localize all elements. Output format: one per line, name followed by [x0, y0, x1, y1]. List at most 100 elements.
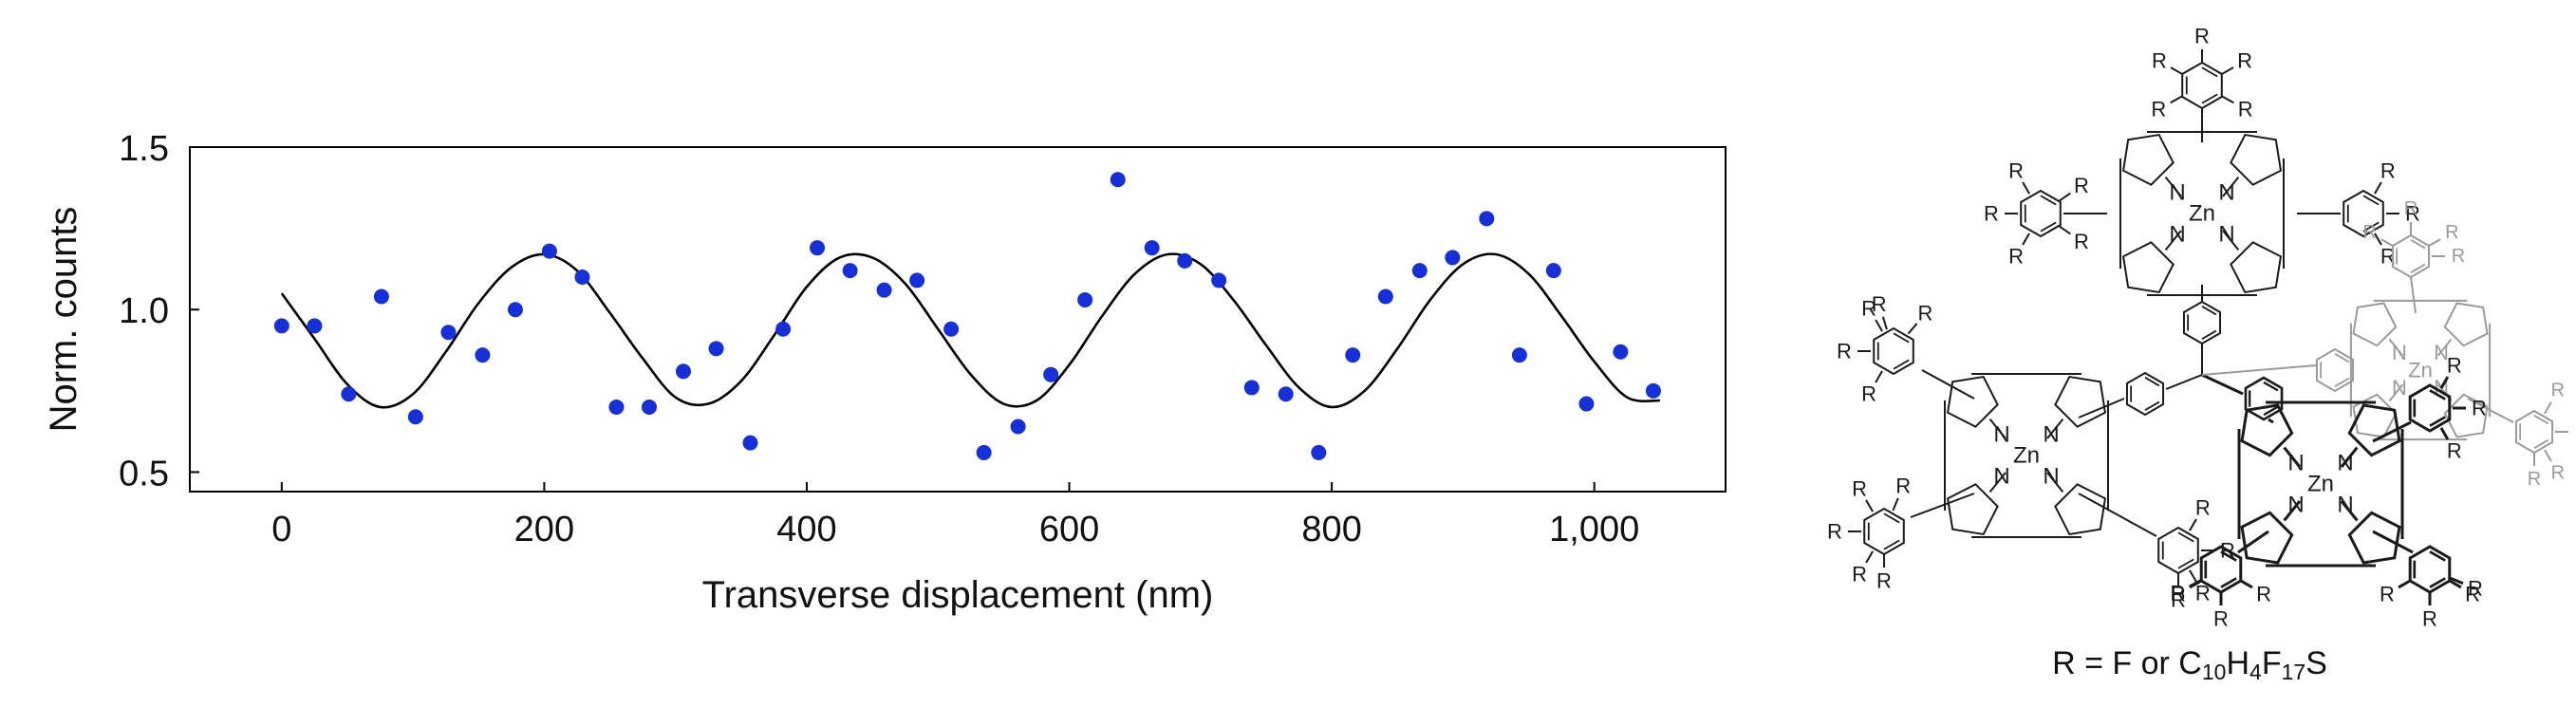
data-point: [475, 347, 491, 363]
aryl-ring-inner-bond: [2429, 416, 2446, 427]
substituent-r-label: R: [2405, 202, 2420, 226]
substituent-caption: R = F or C10H4F17S: [2052, 645, 2327, 684]
data-point: [1645, 382, 1661, 399]
substituent-r-label: R: [1876, 569, 1892, 593]
substituent-r-label: R: [1852, 476, 1867, 500]
substituent-bond: [2221, 95, 2234, 104]
aryl-link-rear: [2201, 364, 2317, 376]
data-point: [507, 302, 523, 318]
substituent-bond: [2022, 181, 2030, 195]
aryl-ring-inner-bond: [2177, 558, 2194, 569]
nitrogen-atom-label: N: [2169, 180, 2185, 206]
substituent-r-label: R: [2445, 222, 2458, 243]
substituent-r-label: R: [2237, 49, 2252, 73]
zn-n-bond: [2164, 230, 2182, 251]
substituent-r-label: R: [2362, 222, 2376, 243]
pyrrole-ring: [2121, 133, 2175, 186]
data-point: [1578, 396, 1595, 412]
pyrrole-ring: [2240, 511, 2294, 565]
y-tick-label: 1.5: [119, 129, 169, 169]
substituent-bond: [1875, 370, 1883, 383]
substituent-r-label: R: [2171, 588, 2186, 612]
substituent-bond: [1892, 497, 1899, 512]
aryl-ring-inner-bond: [1893, 332, 1910, 344]
x-tick-label: 800: [1301, 510, 1361, 549]
pyrrole-ring: [1946, 483, 1999, 536]
substituent-bond: [2188, 579, 2202, 588]
aryl-ring: [2391, 233, 2431, 279]
aryl-link: [2078, 398, 2125, 419]
substituent-r-label: R: [2452, 246, 2465, 267]
aryl-ring-inner-bond: [2429, 577, 2446, 588]
substituent-r-label: R: [2170, 581, 2185, 605]
substituent-r-label: R: [2472, 397, 2487, 420]
substituent-bond: [2059, 225, 2071, 235]
x-tick-label: 200: [514, 510, 574, 549]
nitrogen-atom-label: N: [1993, 422, 2009, 448]
pyrrole-ring: [2347, 403, 2401, 457]
substituent-bond: [2022, 233, 2030, 246]
x-axis-label: Transverse displacement (nm): [702, 574, 1214, 616]
substituent-r-label: R: [2551, 462, 2565, 483]
substituent-bond: [2450, 576, 2464, 586]
aryl-ring-inner-bond: [2429, 389, 2446, 400]
aryl-link-rear: [2467, 398, 2514, 423]
aryl-ring-inner-bond: [2177, 531, 2194, 543]
substituent-bond: [2449, 579, 2462, 589]
chart-panel: 0 200 400 600 800 1,000 0.5 1.0 1.5 Transverse di…: [43, 129, 1727, 616]
zinc-atom-label: Zn: [2013, 443, 2040, 469]
data-point: [1043, 366, 1059, 382]
linker-ring: [2182, 300, 2222, 345]
aryl-ring-inner-bond: [2429, 550, 2446, 562]
data-point: [976, 444, 992, 460]
substituent-r-label: R: [2380, 158, 2396, 182]
substituent-r-label: R: [2422, 607, 2437, 631]
substituent-r-label: R: [2551, 381, 2565, 401]
substituent-r-label: R: [1827, 520, 1842, 544]
zn-n-bond: [2222, 176, 2240, 197]
substituent-r-label: R: [2380, 582, 2395, 605]
nitrogen-atom-label: N: [2043, 464, 2059, 490]
substituent-r-label: R: [2213, 607, 2229, 631]
aryl-link: [2201, 373, 2244, 396]
data-point: [1243, 380, 1260, 396]
aryl-ring: [1873, 326, 1914, 376]
nitrogen-atom-label: N: [2287, 493, 2304, 518]
data-point: [1077, 291, 1093, 307]
aryl-ring-inner-bond: [2220, 550, 2237, 562]
zn-n-bond: [2283, 500, 2302, 522]
substituent-r-label: R: [2447, 439, 2462, 463]
linker-ring-rear-inner-bond: [2334, 353, 2350, 363]
substituent-bond: [1865, 550, 1874, 564]
substituent-bond: [2544, 449, 2552, 462]
aryl-ring-inner-bond: [2410, 263, 2426, 273]
x-tick-label: 400: [776, 510, 836, 549]
nitrogen-atom-label: N: [2337, 493, 2353, 518]
substituent-bond: [2221, 66, 2234, 75]
y-tick-label: 0.5: [119, 454, 169, 493]
nitrogen-atom-label: N: [2218, 180, 2234, 206]
substituent-bond: [2439, 427, 2450, 440]
aryl-ring-inner-bond: [2220, 577, 2237, 588]
pyrrole-ring: [2347, 511, 2401, 565]
aryl-ring-inner-bond: [2410, 239, 2426, 250]
zn-n-bond: [2388, 338, 2404, 357]
x-tick-label: 0: [271, 510, 291, 549]
substituent-r-label: R: [2238, 97, 2253, 121]
nitrogen-atom-label: N: [2392, 341, 2407, 364]
aryl-ring-inner-bond: [2201, 66, 2218, 78]
substituent-bond: [2189, 569, 2197, 583]
data-point: [1511, 347, 1527, 363]
data-point: [1211, 272, 1227, 289]
substituent-r-label: R: [2575, 421, 2576, 442]
aryl-ring: [2408, 383, 2452, 433]
data-point: [440, 325, 457, 341]
aryl-ring-inner-bond: [2362, 195, 2380, 206]
data-point: [876, 282, 892, 298]
substituent-r-label: R: [2151, 97, 2166, 121]
pyrrole-ring: [2230, 241, 2283, 294]
substituent-r-label: R: [2195, 495, 2211, 519]
data-point: [1613, 344, 1629, 360]
substituent-r-label: R: [1861, 382, 1876, 406]
substituent-bond: [2439, 376, 2450, 389]
